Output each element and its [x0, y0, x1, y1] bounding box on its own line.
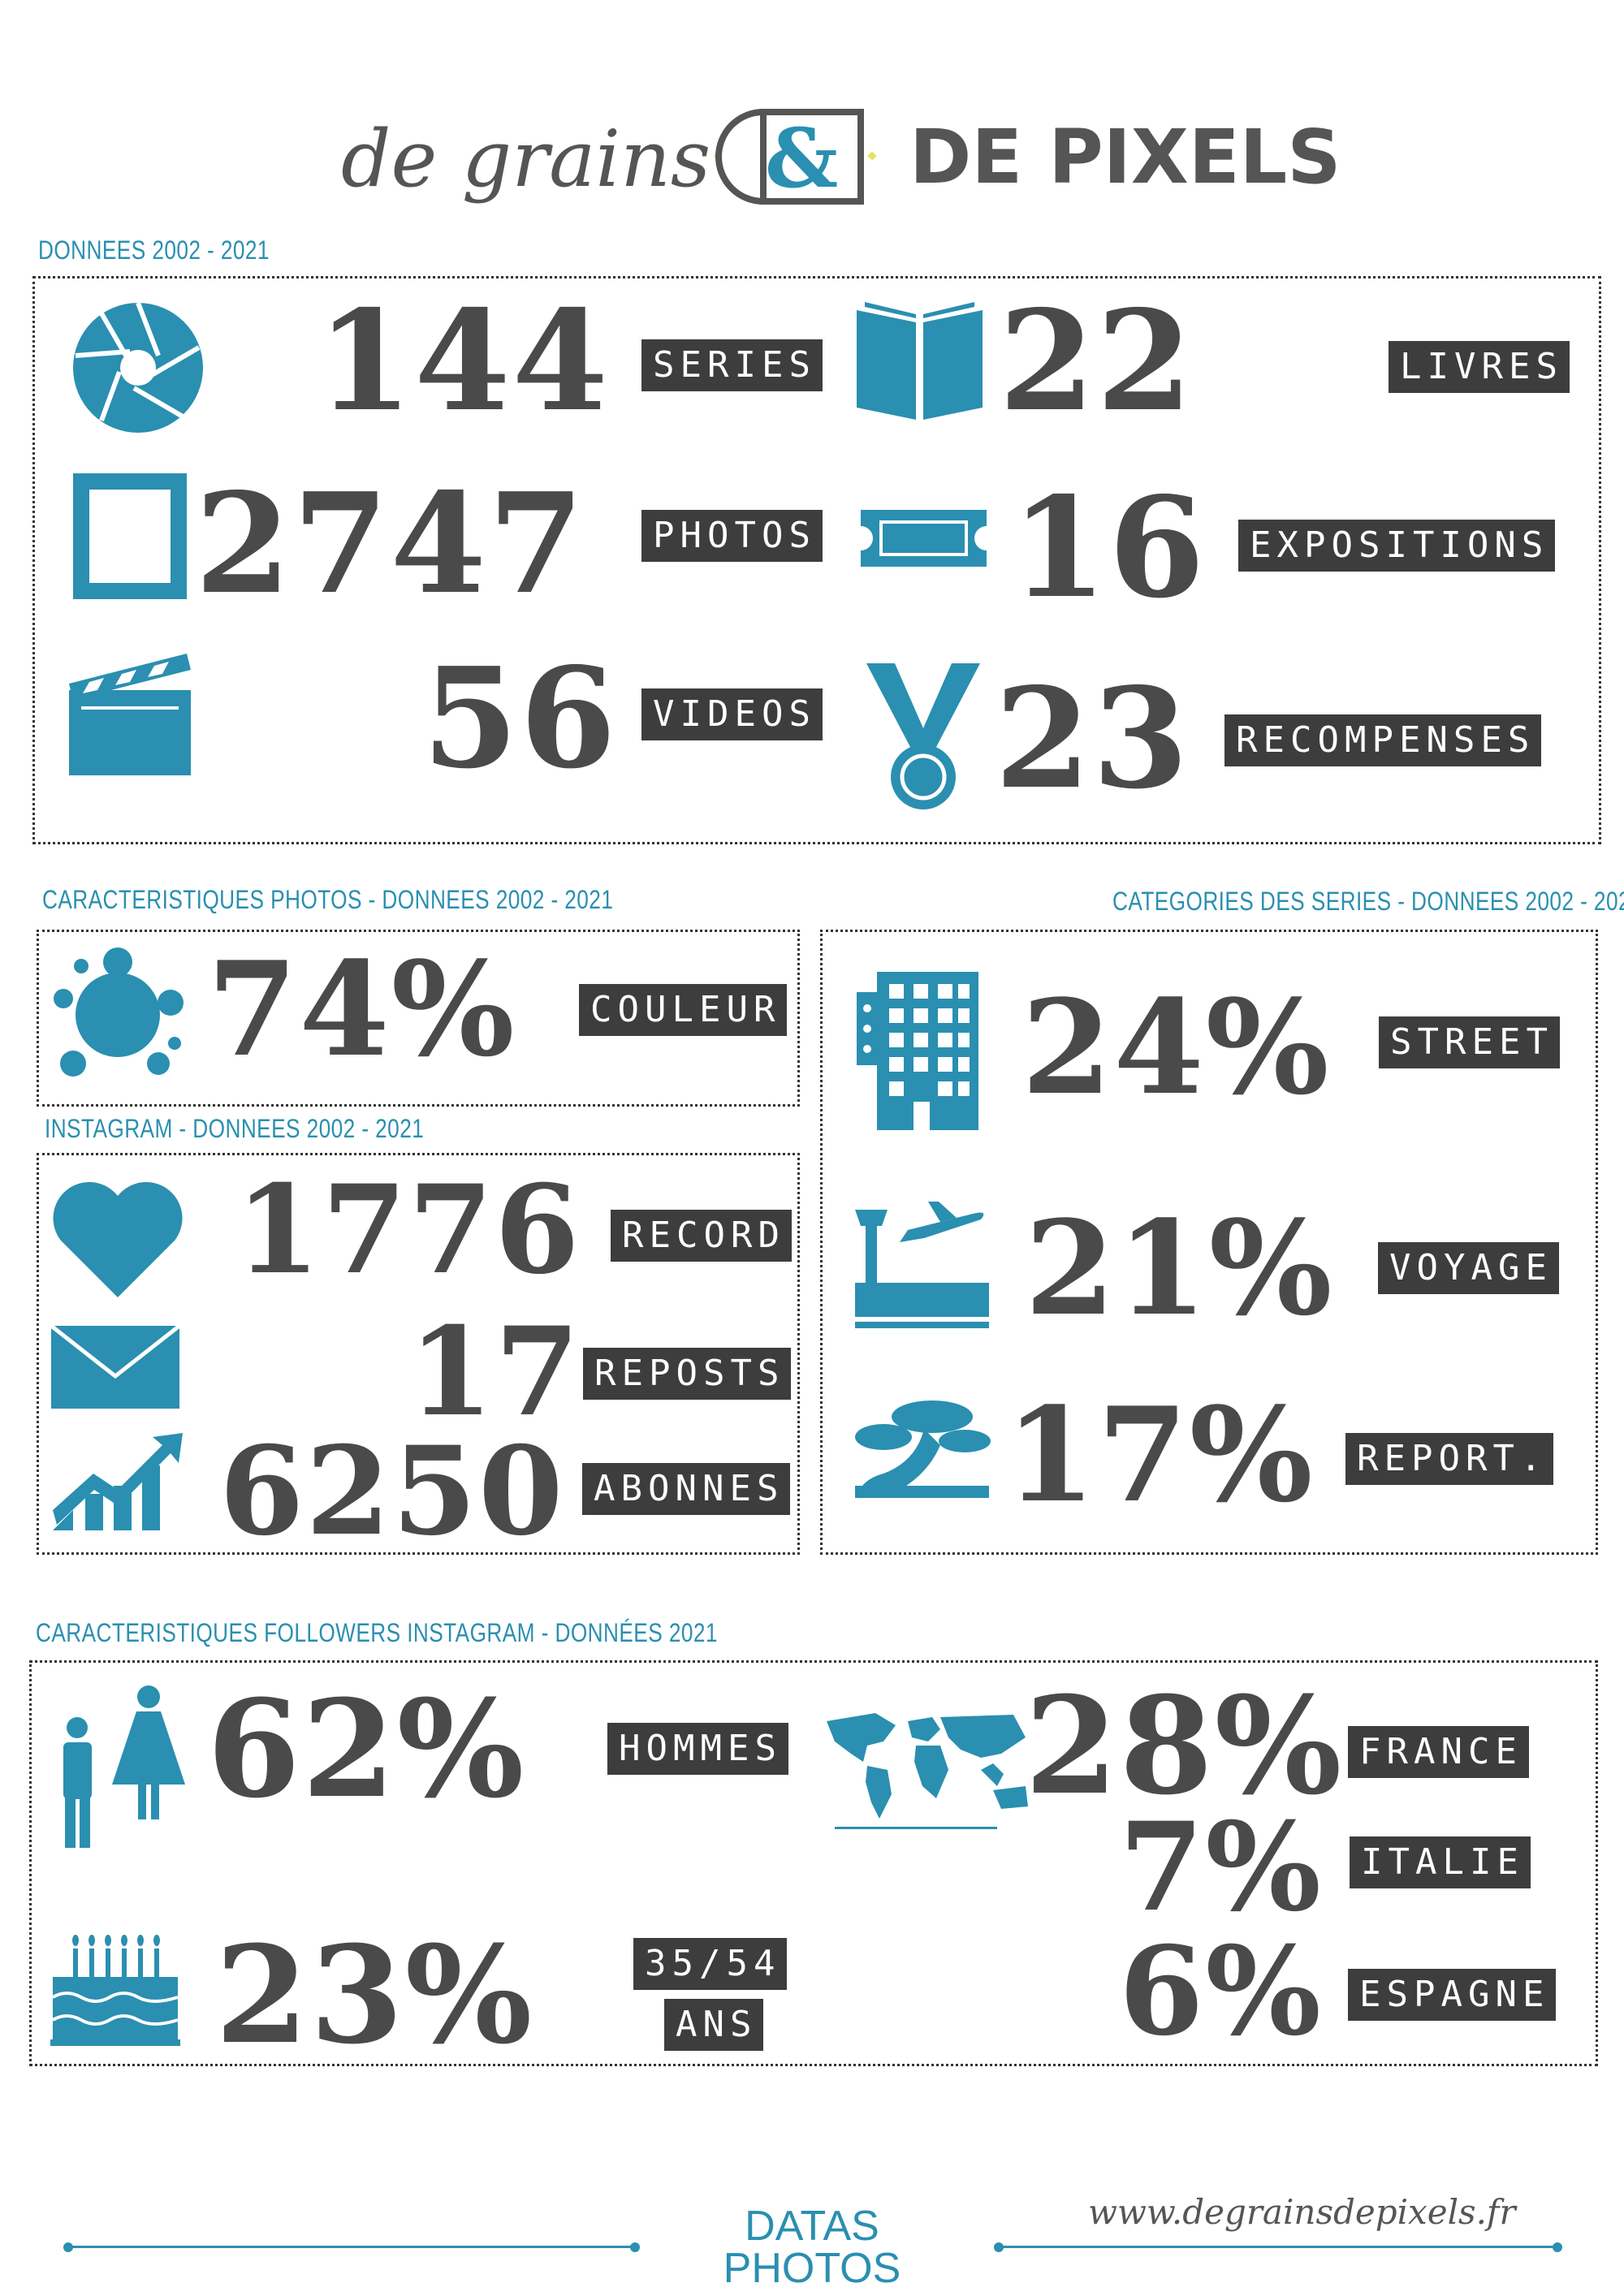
footer-dot-left-end — [630, 2242, 640, 2252]
footer-title-line1: DATAS — [745, 2203, 879, 2250]
heart-icon — [49, 1176, 187, 1305]
stat-livres-label: LIVRES — [1389, 341, 1570, 393]
footer-line-left — [67, 2246, 635, 2248]
logo-text-right: DE PIXELS — [909, 114, 1341, 201]
man-woman-icon — [55, 1679, 189, 1853]
section-title-general: DONNEES 2002 - 2021 — [38, 235, 270, 265]
stat-street-value: 24% — [1021, 971, 1331, 1124]
footer-title: DATAS PHOTOS — [682, 2205, 942, 2290]
stat-expositions-label: EXPOSITIONS — [1238, 520, 1556, 572]
section-title-instagram: INSTAGRAM - DONNEES 2002 - 2021 — [45, 1114, 425, 1143]
stat-report-label: REPORT. — [1345, 1433, 1554, 1485]
stat-abonnes-value: 6250 — [219, 1420, 565, 1563]
section-title-followers: CARACTERISTIQUES FOLLOWERS INSTAGRAM - D… — [36, 1618, 718, 1647]
growth-chart-icon — [49, 1429, 187, 1538]
section-title-categories: CATEGORIES DES SERIES - DONNEES 2002 - 2… — [1112, 887, 1624, 916]
stat-photos-value: 2747 — [195, 463, 586, 625]
aperture-icon — [69, 299, 207, 440]
footer-dot-right-end — [1553, 2242, 1562, 2252]
stat-street-label: STREET — [1379, 1016, 1560, 1068]
stat-series-label: SERIES — [641, 339, 823, 391]
building-icon — [853, 968, 983, 1133]
stat-reposts-value: 17 — [408, 1301, 581, 1444]
splash-icon — [49, 942, 187, 1087]
logo-text-left: de grains — [341, 114, 711, 205]
stat-italie-label: ITALIE — [1350, 1836, 1531, 1888]
clapperboard-icon — [65, 641, 195, 783]
stat-series-value: 144 — [317, 280, 610, 442]
stat-hommes-value: 62% — [207, 1670, 526, 1828]
medal-icon — [862, 659, 984, 817]
birthday-cake-icon — [50, 1932, 180, 2049]
footer-title-line2: PHOTOS — [723, 2245, 901, 2292]
footer-line-right — [997, 2246, 1557, 2248]
section-photos-box — [37, 930, 800, 1107]
stat-report-value: 17% — [1005, 1379, 1315, 1531]
section-general-box — [32, 276, 1601, 844]
stat-recompenses-label: RECOMPENSES — [1224, 714, 1542, 766]
frame-icon — [69, 469, 191, 606]
stat-age-label-line2: ANS — [664, 1999, 764, 2051]
stat-couleur-value: 74% — [207, 933, 516, 1085]
logo-mark-icon: & — [713, 109, 877, 206]
stat-espagne-value: 6% — [1119, 1920, 1323, 2063]
stat-italie-value: 7% — [1119, 1796, 1323, 1939]
book-icon — [853, 294, 987, 427]
stat-record-value: 1776 — [235, 1159, 581, 1301]
section-categories-box — [820, 930, 1598, 1555]
stat-espagne-label: ESPAGNE — [1348, 1969, 1557, 2021]
world-map-icon — [818, 1705, 1038, 1838]
stat-age-value: 23% — [215, 1916, 534, 2074]
stat-record-label: RECORD — [611, 1210, 792, 1262]
airport-icon — [851, 1193, 993, 1335]
bonsai-icon — [851, 1396, 993, 1505]
section-instagram-box — [37, 1153, 800, 1555]
stat-videos-label: VIDEOS — [641, 688, 823, 740]
stat-expositions-value: 16 — [1011, 467, 1207, 629]
section-followers-box — [29, 1660, 1598, 2066]
stat-abonnes-label: ABONNES — [582, 1463, 791, 1515]
stat-age-label-line1: 35/54 — [633, 1938, 788, 1990]
stat-livres-value: 22 — [999, 280, 1194, 442]
logo-mark: & — [713, 104, 877, 209]
stat-france-label: FRANCE — [1348, 1726, 1529, 1778]
envelope-icon — [49, 1323, 183, 1414]
footer-dot-left-start — [63, 2242, 73, 2252]
stat-voyage-label: VOYAGE — [1378, 1242, 1559, 1294]
stat-photos-label: PHOTOS — [641, 510, 823, 562]
stat-videos-value: 56 — [422, 637, 618, 800]
stat-reposts-label: REPOSTS — [583, 1348, 792, 1400]
svg-text:&: & — [765, 110, 838, 206]
stat-france-value: 28% — [1025, 1667, 1344, 1824]
ticket-icon — [857, 502, 991, 578]
stat-voyage-value: 21% — [1025, 1192, 1334, 1344]
footer-dot-right-start — [994, 2242, 1004, 2252]
stat-couleur-label: COULEUR — [579, 984, 788, 1036]
section-title-photos: CARACTERISTIQUES PHOTOS - DONNEES 2002 -… — [42, 885, 614, 914]
stat-hommes-label: HOMMES — [607, 1723, 788, 1775]
stat-recompenses-value: 23 — [995, 658, 1190, 820]
footer-url[interactable]: www.degrainsdepixels.fr — [1088, 2192, 1516, 2232]
